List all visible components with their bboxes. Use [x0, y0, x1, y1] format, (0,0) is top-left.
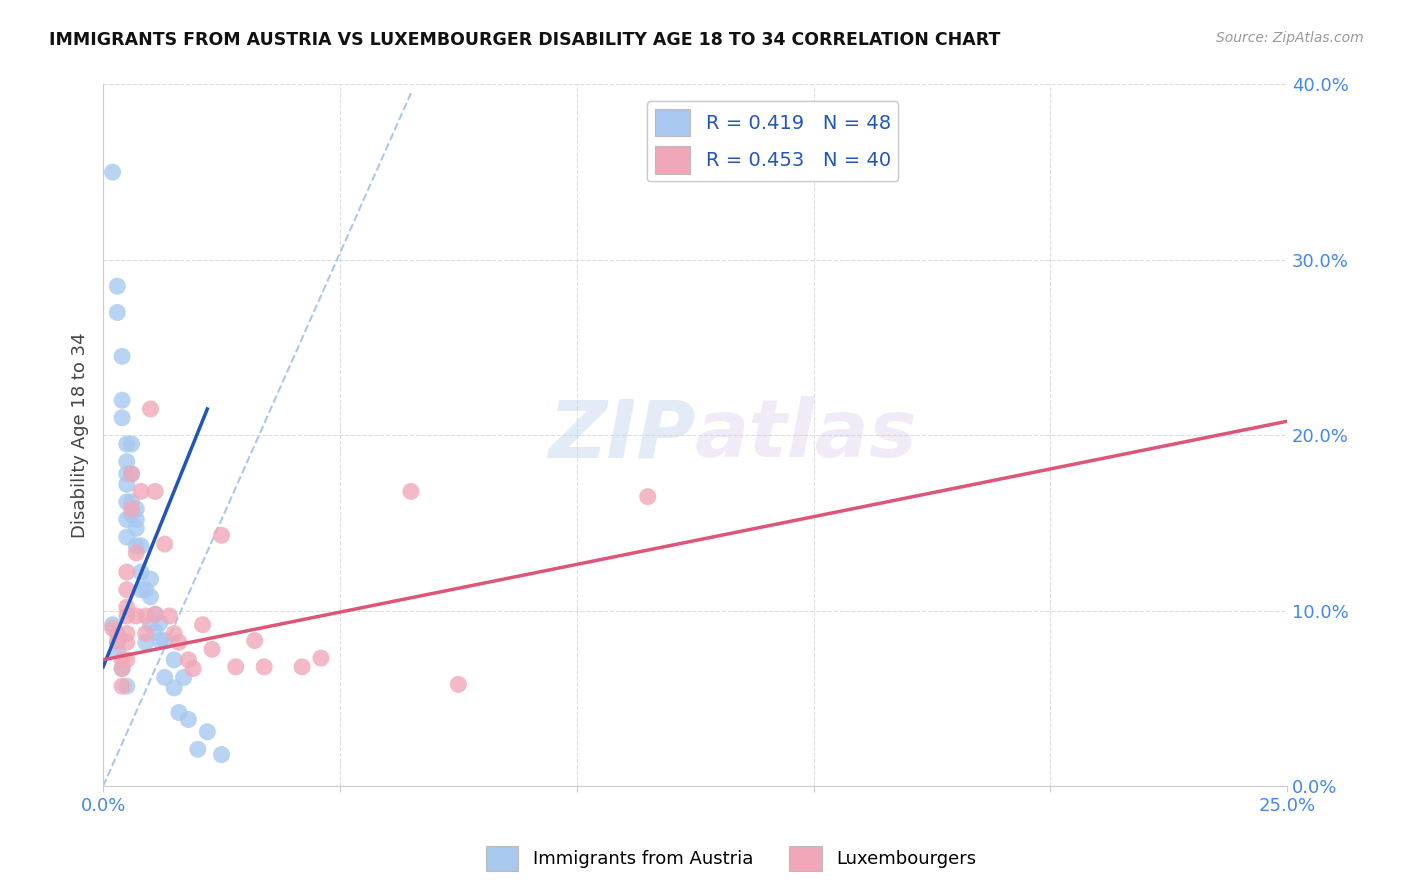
Point — [195, 724, 218, 739]
Point — [121, 495, 143, 509]
Point — [153, 537, 176, 551]
Point — [111, 349, 134, 363]
Point — [125, 546, 148, 560]
Point — [115, 530, 138, 544]
Point — [637, 490, 659, 504]
Point — [101, 165, 124, 179]
Point — [121, 507, 143, 521]
Point — [243, 633, 266, 648]
Point — [125, 539, 148, 553]
Point — [139, 401, 162, 416]
Point — [139, 572, 162, 586]
Point — [125, 609, 148, 624]
Point — [135, 635, 157, 649]
Point — [115, 512, 138, 526]
Point — [115, 565, 138, 579]
Point — [177, 713, 200, 727]
Point — [115, 582, 138, 597]
Point — [115, 679, 138, 693]
Point — [399, 484, 422, 499]
Point — [105, 635, 128, 649]
Point — [111, 410, 134, 425]
Point — [187, 742, 209, 756]
Point — [153, 633, 176, 648]
Point — [211, 528, 233, 542]
Point — [115, 437, 138, 451]
Point — [129, 565, 152, 579]
Point — [139, 590, 162, 604]
Point — [115, 477, 138, 491]
Point — [159, 609, 181, 624]
Point — [211, 747, 233, 762]
Point — [201, 642, 224, 657]
Point — [309, 651, 332, 665]
Point — [163, 626, 186, 640]
Point — [125, 521, 148, 535]
Point — [111, 393, 134, 408]
Point — [115, 635, 138, 649]
Point — [149, 615, 172, 630]
Point — [105, 626, 128, 640]
Point — [115, 653, 138, 667]
Text: Source: ZipAtlas.com: Source: ZipAtlas.com — [1216, 31, 1364, 45]
Point — [291, 660, 314, 674]
Point — [111, 679, 134, 693]
Point — [115, 495, 138, 509]
Point — [143, 607, 166, 622]
Point — [115, 467, 138, 481]
Point — [101, 621, 124, 635]
Legend: R = 0.419   N = 48, R = 0.453   N = 40: R = 0.419 N = 48, R = 0.453 N = 40 — [647, 101, 898, 181]
Y-axis label: Disability Age 18 to 34: Disability Age 18 to 34 — [72, 333, 89, 538]
Point — [105, 635, 128, 649]
Point — [111, 662, 134, 676]
Legend: Immigrants from Austria, Luxembourgers: Immigrants from Austria, Luxembourgers — [478, 838, 984, 879]
Point — [121, 467, 143, 481]
Point — [105, 305, 128, 319]
Point — [191, 617, 214, 632]
Point — [129, 484, 152, 499]
Point — [173, 670, 195, 684]
Point — [111, 653, 134, 667]
Point — [135, 582, 157, 597]
Point — [149, 633, 172, 648]
Point — [143, 484, 166, 499]
Text: atlas: atlas — [695, 396, 918, 475]
Point — [167, 635, 190, 649]
Point — [115, 454, 138, 468]
Point — [143, 624, 166, 639]
Point — [143, 607, 166, 622]
Point — [105, 644, 128, 658]
Point — [125, 512, 148, 526]
Text: IMMIGRANTS FROM AUSTRIA VS LUXEMBOURGER DISABILITY AGE 18 TO 34 CORRELATION CHAR: IMMIGRANTS FROM AUSTRIA VS LUXEMBOURGER … — [49, 31, 1001, 49]
Point — [139, 617, 162, 632]
Point — [253, 660, 276, 674]
Point — [115, 609, 138, 624]
Point — [121, 502, 143, 516]
Point — [121, 467, 143, 481]
Point — [101, 617, 124, 632]
Point — [129, 582, 152, 597]
Point — [225, 660, 247, 674]
Point — [447, 677, 470, 691]
Point — [163, 681, 186, 695]
Text: ZIP: ZIP — [548, 396, 695, 475]
Point — [105, 279, 128, 293]
Point — [167, 706, 190, 720]
Point — [177, 653, 200, 667]
Point — [115, 626, 138, 640]
Point — [163, 653, 186, 667]
Point — [153, 670, 176, 684]
Point — [135, 626, 157, 640]
Point — [111, 662, 134, 676]
Point — [129, 539, 152, 553]
Point — [115, 600, 138, 615]
Point — [181, 662, 204, 676]
Point — [125, 502, 148, 516]
Point — [135, 609, 157, 624]
Point — [121, 437, 143, 451]
